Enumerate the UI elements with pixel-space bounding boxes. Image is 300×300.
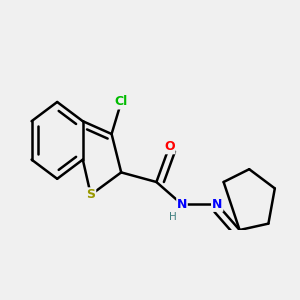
Text: S: S: [86, 188, 95, 201]
Text: N: N: [177, 198, 187, 211]
Text: H: H: [169, 212, 177, 222]
Text: Cl: Cl: [115, 95, 128, 109]
Text: O: O: [164, 140, 175, 153]
Text: N: N: [212, 198, 222, 211]
